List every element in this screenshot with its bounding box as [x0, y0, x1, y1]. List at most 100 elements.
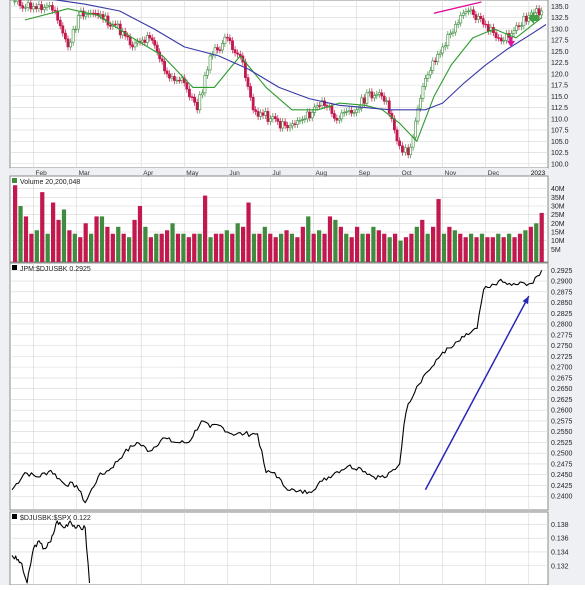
sector-ratio-panel: [9, 511, 549, 586]
price-tick-label: 130.0: [551, 26, 569, 33]
price-candle: [42, 7, 46, 11]
price-candle: [377, 92, 381, 95]
price-candle: [448, 32, 452, 35]
price-candle: [218, 49, 222, 51]
volume-bar: [257, 233, 262, 262]
price-candle: [251, 96, 255, 111]
price-candle: [233, 49, 237, 54]
price-candle: [109, 24, 112, 27]
volume-bar: [528, 226, 533, 262]
price-candle: [497, 37, 501, 39]
price-candle: [126, 35, 130, 38]
volume-bar: [371, 226, 376, 262]
price-candle: [256, 111, 260, 117]
price-candle: [113, 23, 117, 26]
volume-bar: [414, 226, 419, 262]
price-candle: [249, 86, 252, 98]
volume-bar: [251, 233, 257, 262]
ratio-legend-swatch: [12, 265, 17, 270]
volume-bar: [110, 233, 115, 262]
volume-bar: [67, 230, 72, 262]
volume-bar: [279, 233, 284, 262]
price-tick-label: 120.0: [551, 71, 569, 78]
price-panel: [9, 0, 549, 169]
price-candle: [337, 118, 341, 121]
volume-bar: [273, 237, 278, 262]
volume-bar: [181, 233, 186, 262]
volume-bar: [159, 233, 164, 262]
volume-bar: [175, 233, 181, 262]
volume-bar: [148, 237, 153, 262]
price-candle: [246, 77, 250, 87]
price-candle: [291, 123, 294, 127]
price-candle: [45, 5, 49, 8]
volume-bar: [197, 233, 202, 262]
price-candle: [515, 25, 518, 31]
date-axis-label: Nov: [445, 170, 457, 177]
price-candle: [305, 111, 309, 120]
volume-tick-label: 15M: [551, 230, 565, 237]
price-tick-label: 127.5: [551, 38, 569, 45]
price-candle: [494, 32, 498, 38]
price-candle: [476, 16, 480, 20]
price-candle: [424, 78, 427, 87]
price-candle: [380, 92, 384, 97]
price-candle: [150, 37, 154, 41]
volume-bar: [306, 216, 311, 262]
price-candle: [106, 15, 110, 26]
price-candle: [310, 112, 314, 119]
price-candle: [61, 25, 65, 34]
price-candle: [461, 12, 465, 16]
volume-bar: [311, 233, 316, 262]
volume-bar: [121, 233, 126, 262]
price-candle: [29, 2, 33, 10]
date-axis-label: Sep: [359, 170, 371, 177]
sector-tick-label: 0.138: [551, 522, 569, 529]
sma-50-line: [52, 0, 547, 111]
volume-bar: [485, 237, 490, 262]
price-candle: [24, 7, 27, 9]
price-candle: [512, 30, 516, 34]
volume-bar: [420, 219, 425, 262]
price-tick-label: 132.5: [551, 15, 569, 22]
volume-bar: [512, 237, 517, 262]
price-candle: [170, 76, 174, 79]
volume-bar: [425, 233, 430, 262]
date-axis-label: 2023: [531, 170, 546, 177]
price-candle: [419, 98, 422, 109]
price-candle: [323, 100, 326, 106]
price-candle: [414, 120, 417, 138]
price-candle: [64, 32, 67, 40]
price-candle: [278, 121, 282, 129]
price-candle: [208, 55, 212, 71]
date-axis-label: May: [186, 170, 199, 177]
price-candle: [259, 112, 262, 117]
price-candle: [273, 116, 277, 120]
price-candle: [431, 60, 435, 71]
price-candle: [221, 43, 224, 51]
price-candle: [261, 112, 265, 116]
price-candle: [300, 119, 304, 121]
price-candle: [266, 111, 270, 122]
volume-bar: [116, 226, 121, 262]
price-candle: [141, 39, 144, 43]
volume-bar: [34, 230, 39, 262]
ratio-tick-label: 0.2475: [551, 461, 573, 468]
price-tick-label: 100.0: [551, 161, 569, 168]
price-candle: [484, 23, 488, 26]
price-candle: [416, 107, 420, 122]
price-candle: [26, 2, 30, 8]
price-candle: [308, 111, 312, 119]
price-candle: [469, 9, 473, 12]
volume-bar: [344, 233, 349, 262]
volume-bar: [72, 233, 77, 262]
price-candle: [403, 147, 407, 153]
date-axis-label: Apr: [143, 170, 154, 177]
volume-bar: [355, 226, 360, 262]
ratio-tick-label: 0.2425: [551, 483, 573, 490]
price-candle: [283, 121, 287, 126]
price-candle: [195, 101, 199, 111]
price-candle: [360, 97, 364, 109]
volume-tick-label: 40M: [551, 186, 565, 193]
volume-bar: [23, 216, 29, 262]
